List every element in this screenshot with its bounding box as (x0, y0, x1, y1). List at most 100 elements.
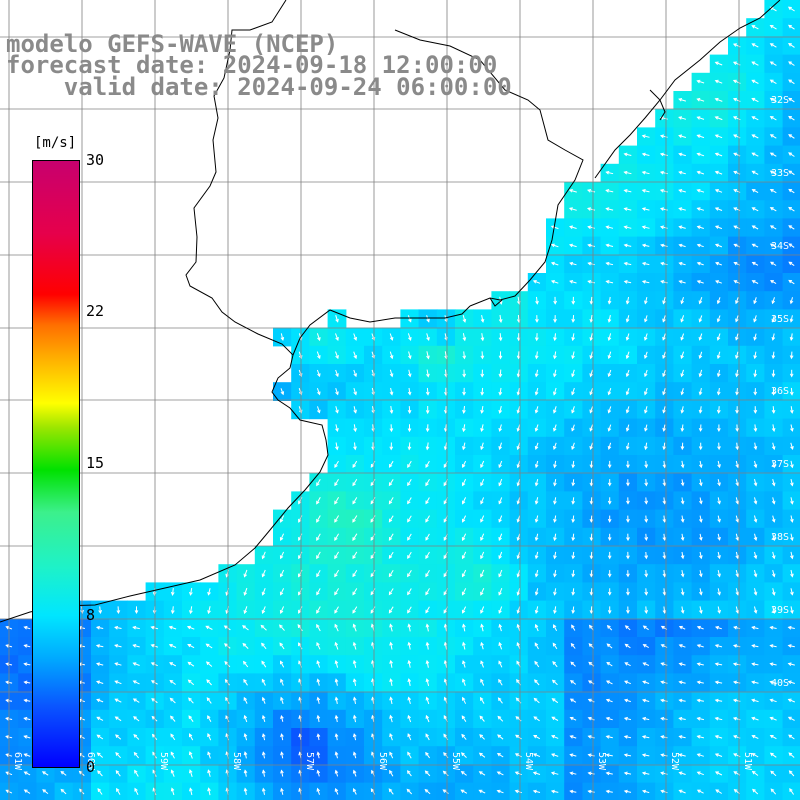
wind-arrow (553, 442, 557, 450)
wind-arrow-head (659, 116, 664, 120)
wind-arrow (335, 424, 338, 432)
wind-arrow (754, 424, 757, 432)
wind-arrow-head (23, 662, 28, 666)
wind-arrow-head (534, 573, 539, 578)
wind-arrow-head (696, 225, 701, 230)
wind-arrow-head (680, 409, 685, 414)
wind-arrow-head (571, 391, 575, 396)
wind-arrow (663, 606, 666, 613)
wind-arrow-head (132, 662, 137, 666)
longitude-label: 56W (377, 752, 388, 771)
wind-arrow (390, 406, 393, 413)
wind-arrow (462, 660, 466, 668)
wind-arrow (571, 442, 575, 450)
wind-arrow (517, 387, 520, 395)
wind-arrow-head (696, 716, 701, 721)
wind-arrow (462, 533, 467, 541)
wind-arrow-head (317, 391, 321, 396)
wind-arrow-head (699, 482, 703, 487)
wind-arrow (425, 533, 430, 541)
wind-arrow-head (678, 625, 683, 630)
wind-arrow (426, 624, 429, 632)
wind-arrow-head (696, 789, 701, 793)
wind-arrow (642, 171, 650, 175)
wind-arrow-head (751, 243, 756, 247)
wind-arrow (169, 680, 176, 685)
wind-arrow (316, 551, 321, 559)
wind-arrow (207, 715, 212, 723)
wind-arrow-head (771, 391, 776, 396)
wind-arrow-head (480, 482, 484, 487)
wind-arrow-head (553, 573, 557, 578)
wind-arrow-head (678, 753, 683, 757)
wind-arrow-head (114, 625, 119, 630)
wind-arrow-head (152, 591, 157, 596)
wind-arrow (660, 189, 668, 193)
wind-arrow-head (407, 446, 412, 451)
wind-arrow-head (553, 555, 557, 560)
wind-arrow (316, 333, 321, 341)
wind-arrow-head (714, 771, 719, 775)
wind-arrow-head (623, 152, 628, 157)
wind-arrow-head (735, 591, 740, 596)
wind-arrow-head (207, 715, 211, 719)
longitude-label: 59W (158, 752, 169, 771)
wind-arrow (790, 588, 793, 595)
wind-arrow-head (389, 446, 394, 451)
wind-arrow-head (733, 753, 738, 757)
wind-arrow (517, 624, 521, 632)
wind-arrow-head (698, 354, 703, 359)
wind-arrow (788, 698, 795, 703)
wind-arrow (770, 752, 777, 758)
wind-arrow-head (389, 373, 394, 378)
wind-arrow-head (662, 482, 667, 487)
wind-arrow-head (717, 482, 721, 487)
wind-arrow (788, 24, 795, 30)
wind-arrow (608, 333, 612, 341)
wind-arrow (207, 770, 211, 777)
wind-arrow-head (316, 623, 320, 628)
wind-arrow-head (733, 207, 738, 211)
wind-arrow (624, 754, 632, 757)
wind-arrow (699, 369, 703, 377)
wind-arrow-head (353, 446, 357, 451)
wind-arrow (206, 679, 212, 686)
wind-arrow-head (586, 207, 592, 211)
wind-arrow (444, 642, 448, 650)
wind-arrow-head (587, 680, 592, 684)
wind-arrow-head (534, 409, 539, 414)
wind-arrow (535, 497, 539, 504)
wind-arrow-head (316, 482, 320, 487)
wind-arrow (407, 333, 412, 341)
wind-arrow-head (532, 771, 537, 776)
wind-arrow (389, 733, 393, 741)
wind-arrow (645, 460, 647, 468)
wind-arrow (553, 406, 557, 413)
wind-arrow-head (735, 609, 740, 614)
wind-arrow (533, 772, 541, 775)
wind-arrow-head (571, 464, 576, 469)
wind-arrow (535, 588, 539, 595)
wind-arrow-head (205, 625, 210, 630)
wind-arrow-head (516, 609, 521, 614)
wind-arrow (444, 624, 447, 632)
wind-arrow-head (678, 98, 683, 102)
wind-arrow-head (425, 555, 429, 560)
wind-arrow-head (480, 391, 485, 396)
wind-arrow-head (298, 518, 302, 523)
wind-arrow-head (714, 79, 719, 84)
wind-arrow (554, 351, 557, 359)
wind-arrow (535, 460, 539, 468)
wind-arrow-head (716, 391, 721, 396)
wind-arrow (481, 424, 484, 432)
wind-arrow-head (498, 355, 503, 360)
wind-arrow-head (732, 716, 737, 721)
wind-arrow-head (769, 24, 774, 29)
wind-arrow-head (623, 243, 628, 248)
wind-arrow (244, 715, 248, 723)
wind-arrow (133, 626, 140, 630)
wind-arrow-head (243, 732, 248, 738)
wind-arrow-head (498, 623, 503, 628)
wind-arrow-head (678, 243, 683, 248)
wind-arrow-head (569, 243, 574, 248)
